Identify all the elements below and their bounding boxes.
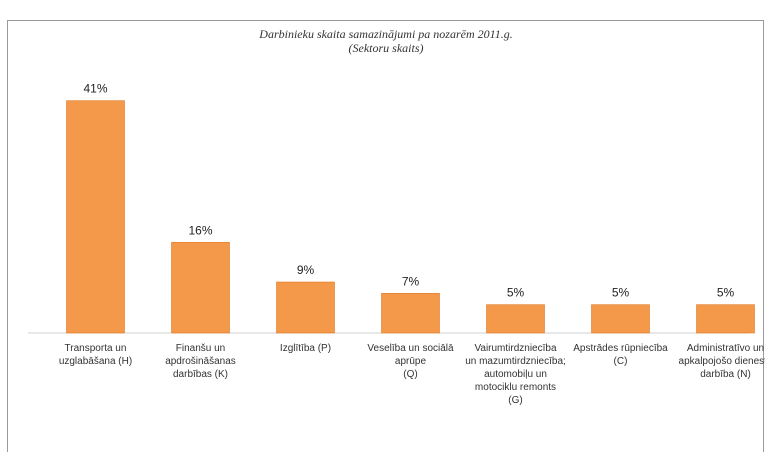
bar-finance (171, 242, 230, 334)
value-label-transport: 41% (83, 82, 107, 96)
category-label-transport: Transporta un uzglabāšana (H) (59, 343, 132, 367)
category-label-health: Veselība un sociālā aprūpe (Q) (367, 343, 454, 380)
value-label-education: 9% (297, 263, 315, 277)
bar-admin (696, 304, 755, 334)
category-label-manufacturing: Apstrādes rūpniecība (C) (573, 343, 668, 367)
bars-group (66, 100, 755, 334)
bar-health (381, 293, 440, 334)
chart-title: Darbinieku skaita samazinājumi pa nozarē… (258, 27, 512, 41)
value-label-admin: 5% (717, 286, 735, 300)
labels-group: 41% Transporta un uzglabāšana (H) 16% Finanš… (59, 82, 765, 406)
bar-manufacturing (591, 304, 650, 334)
bar-transport (66, 100, 125, 334)
category-label-finance: Finanšu un apdrošināšanas darbības (K) (165, 343, 236, 380)
category-label-admin: Administratīvo un apkalpojošo dienestu dar… (679, 343, 765, 380)
chart-subtitle: (Sektoru skaits) (349, 41, 424, 55)
value-label-manufacturing: 5% (612, 286, 630, 300)
bar-education (276, 281, 335, 334)
bar-trade (486, 304, 545, 334)
value-label-trade: 5% (507, 286, 525, 300)
value-label-finance: 16% (188, 223, 212, 237)
value-label-health: 7% (402, 274, 420, 288)
bar-chart: Darbinieku skaita samazinājumi pa nozarē… (28, 27, 765, 406)
category-label-trade: Vairumtirdzniecība un mazumtirdzniecība; a… (465, 343, 566, 406)
chart-frame: Darbinieku skaita samazinājumi pa nozarē… (7, 20, 765, 452)
category-label-education: Izglītība (P) (280, 343, 331, 354)
